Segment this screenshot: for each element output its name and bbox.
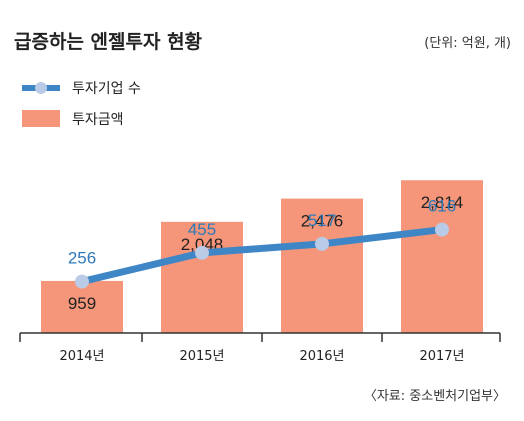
x-tick-label: 2017년 [419, 349, 464, 364]
bar-2017년 [401, 180, 483, 333]
legend-label-line: 투자기업 수 [72, 81, 141, 97]
chart-title: 급증하는 엔젤투자 현황 [14, 30, 203, 53]
line-value-label: 517 [308, 211, 336, 230]
line-value-label: 616 [428, 197, 456, 216]
line-point [315, 236, 329, 251]
line-path [78, 226, 446, 286]
source-note: 〈자료: 중소벤처기업부〉 [364, 389, 506, 404]
bar-value-label: 959 [68, 294, 96, 313]
bar-2016년 [281, 198, 363, 333]
bar-2014년 [41, 280, 123, 333]
x-tick-label: 2016년 [299, 349, 344, 364]
bar-value-label: 2,476 [301, 212, 344, 231]
line-value-label: 256 [68, 249, 96, 268]
legend: 투자기업 수 투자금액 [22, 81, 141, 128]
legend-bar-swatch [22, 110, 60, 127]
line-value-label: 455 [188, 220, 216, 239]
bar-value-label: 2,814 [421, 193, 464, 212]
legend-line-marker [35, 82, 47, 94]
line-point [435, 222, 449, 237]
legend-label-bar: 투자금액 [72, 112, 124, 128]
x-tick-label: 2014년 [59, 349, 104, 364]
line-point [75, 274, 89, 289]
x-axis: 2014년 2015년 2016년 2017년 [19, 332, 501, 364]
x-tick-label: 2015년 [179, 349, 224, 364]
unit-label: (단위: 억원, 개) [424, 36, 511, 51]
line-point [195, 245, 209, 260]
line-series: 256 455 517 616 [68, 197, 456, 289]
bar-2015년 [161, 221, 243, 333]
